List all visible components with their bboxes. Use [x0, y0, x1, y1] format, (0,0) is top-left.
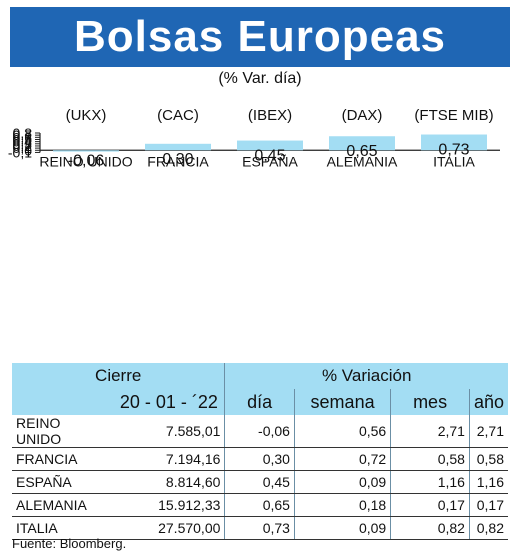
table-header-row-2: 20 - 01 - ´22 día semana mes año	[12, 389, 508, 415]
table-row: ITALIA 27.570,00 0,73 0,09 0,82 0,82	[12, 516, 508, 540]
data-table: Cierre % Variación 20 - 01 - ´22 día sem…	[12, 363, 508, 540]
cell-dia: -0,06	[224, 415, 295, 448]
data-label: 0,65	[346, 143, 377, 160]
bar	[53, 150, 119, 152]
data-label: 0,73	[438, 142, 469, 159]
bar-chart: 0,80,70,60,50,40,30,20,10-0,1 -0,06 (UKX) R…	[8, 107, 500, 169]
cell-semana: 0,09	[293, 516, 391, 540]
y-tick-label: 0,1	[13, 140, 33, 156]
cell-dia: 0,30	[224, 447, 295, 471]
cell-dia: 0,73	[224, 516, 295, 540]
cell-ano: 0,58	[468, 447, 508, 471]
cell-mes: 0,82	[390, 516, 470, 540]
cell-ano: 0,17	[468, 493, 508, 517]
cell-cierre: 8.814,60	[113, 470, 225, 494]
cell-mes: 1,16	[390, 470, 470, 494]
table-row: REINO UNIDO 7.585,01 -0,06 0,56 2,71 2,71	[12, 415, 508, 448]
cell-cierre: 7.194,16	[113, 447, 225, 471]
cell-name: FRANCIA	[12, 447, 114, 471]
bar	[329, 136, 395, 151]
cell-mes: 2,71	[390, 415, 470, 448]
cell-cierre: 15.912,33	[113, 493, 225, 517]
table-row: FRANCIA 7.194,16 0,30 0,72 0,58 0,58	[12, 447, 508, 471]
index-code-label: (FTSE MIB)	[414, 107, 493, 124]
header-blank	[12, 389, 114, 415]
cell-semana: 0,09	[293, 470, 391, 494]
table-row: ALEMANIA 15.912,33 0,65 0,18 0,17 0,17	[12, 493, 508, 517]
data-label: -0,06	[68, 152, 105, 169]
y-tick-label: 0,7	[13, 127, 33, 143]
bar	[145, 143, 211, 151]
header-date: 20 - 01 - ´22	[113, 389, 225, 415]
cell-dia: 0,45	[224, 470, 295, 494]
cell-name: ESPAÑA	[12, 470, 114, 494]
cell-ano: 2,71	[468, 415, 508, 448]
header-cierre: Cierre	[12, 363, 225, 389]
header-semana: semana	[293, 389, 391, 415]
data-label: 0,30	[162, 151, 193, 168]
category-label: ESPAÑA	[242, 153, 298, 169]
cell-semana: 0,18	[293, 493, 391, 517]
index-code-label: (CAC)	[157, 107, 199, 124]
bar	[237, 140, 303, 151]
cell-mes: 0,17	[390, 493, 470, 517]
header-variacion: % Variación	[224, 363, 508, 389]
header-ano: año	[468, 389, 508, 415]
index-code-label: (IBEX)	[248, 107, 292, 124]
category-label: REINO UNIDO	[39, 153, 132, 169]
table-body: REINO UNIDO 7.585,01 -0,06 0,56 2,71 2,71 FRAN…	[12, 415, 508, 540]
table-header-row-1: Cierre % Variación	[12, 363, 508, 389]
category-label: ITALIA	[433, 153, 475, 169]
y-tick-label: 0,6	[13, 129, 33, 145]
cell-name: ITALIA	[12, 516, 114, 540]
cell-ano: 0,82	[468, 516, 508, 540]
title-banner: Bolsas Europeas	[10, 7, 510, 67]
y-tick-label: 0,3	[13, 136, 33, 152]
cell-semana: 0,56	[293, 415, 391, 448]
header-dia: día	[224, 389, 295, 415]
index-code-label: (UKX)	[66, 107, 107, 124]
cell-cierre: 27.570,00	[113, 516, 225, 540]
y-tick-label: 0,5	[13, 131, 33, 147]
data-label: 0,45	[254, 148, 285, 165]
cell-name: REINO UNIDO	[12, 415, 114, 448]
chart-subtitle: (% Var. día)	[218, 70, 302, 87]
bar	[421, 134, 487, 151]
y-tick-label: 0,4	[13, 134, 33, 150]
cell-ano: 1,16	[468, 470, 508, 494]
y-tick-label: 0,8	[13, 125, 33, 141]
y-tick-label: 0	[24, 142, 32, 158]
category-label: ALEMANIA	[327, 153, 398, 169]
table-row: ESPAÑA 8.814,60 0,45 0,09 1,16 1,16	[12, 470, 508, 494]
category-label: FRANCIA	[147, 153, 209, 169]
cell-name: ALEMANIA	[12, 493, 114, 517]
header-mes: mes	[390, 389, 470, 415]
cell-cierre: 7.585,01	[113, 415, 225, 448]
cell-semana: 0,72	[293, 447, 391, 471]
cell-mes: 0,58	[390, 447, 470, 471]
cell-dia: 0,65	[224, 493, 295, 517]
y-tick-label: 0,2	[13, 138, 33, 154]
index-code-label: (DAX)	[342, 107, 383, 124]
source-note: Fuente: Bloomberg.	[12, 536, 127, 551]
chart-title: Bolsas Europeas	[73, 12, 447, 61]
y-tick-label: -0,1	[8, 144, 32, 160]
